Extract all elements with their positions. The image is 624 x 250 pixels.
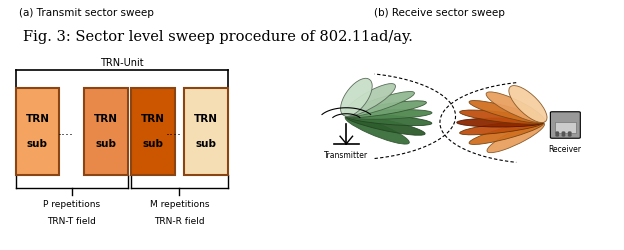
Text: P repetitions: P repetitions (43, 200, 100, 209)
Ellipse shape (346, 101, 426, 117)
Circle shape (562, 132, 565, 133)
Ellipse shape (346, 115, 425, 135)
Text: (a) Transmit sector sweep: (a) Transmit sector sweep (19, 8, 154, 18)
Text: Receiver: Receiver (548, 145, 581, 154)
Circle shape (556, 132, 558, 133)
Ellipse shape (346, 110, 432, 119)
Ellipse shape (345, 116, 409, 144)
Text: TRN: TRN (26, 114, 49, 124)
Ellipse shape (486, 92, 545, 123)
Text: sub: sub (27, 139, 48, 149)
Ellipse shape (346, 114, 432, 126)
Ellipse shape (487, 122, 545, 153)
Text: TRN: TRN (94, 114, 118, 124)
Ellipse shape (457, 118, 543, 127)
Text: (b) Receive sector sweep: (b) Receive sector sweep (374, 8, 505, 18)
Ellipse shape (460, 110, 543, 124)
Text: TRN-T field: TRN-T field (47, 218, 96, 226)
Text: TRN: TRN (141, 114, 165, 124)
Circle shape (556, 135, 558, 136)
Text: TRN-R field: TRN-R field (154, 218, 205, 226)
Text: sub: sub (95, 139, 117, 149)
Text: sub: sub (195, 139, 217, 149)
FancyBboxPatch shape (184, 88, 228, 175)
Text: ....: .... (165, 125, 182, 138)
Ellipse shape (341, 78, 372, 116)
FancyBboxPatch shape (555, 122, 576, 133)
Text: M repetitions: M repetitions (150, 200, 209, 209)
Circle shape (568, 135, 571, 136)
Ellipse shape (346, 92, 414, 117)
Ellipse shape (460, 121, 543, 135)
Text: Fig. 3: Sector level sweep procedure of 802.11ad/ay.: Fig. 3: Sector level sweep procedure of … (24, 30, 413, 44)
Text: TRN-Unit: TRN-Unit (100, 58, 144, 68)
Text: ....: .... (57, 125, 74, 138)
Text: sub: sub (142, 139, 163, 149)
Ellipse shape (344, 84, 396, 116)
Circle shape (568, 132, 571, 133)
Ellipse shape (469, 100, 544, 123)
Text: Transmitter: Transmitter (324, 151, 368, 160)
Ellipse shape (509, 86, 547, 122)
Ellipse shape (469, 122, 544, 144)
FancyBboxPatch shape (84, 88, 128, 175)
FancyBboxPatch shape (131, 88, 175, 175)
Text: TRN: TRN (194, 114, 218, 124)
FancyBboxPatch shape (550, 112, 580, 138)
FancyBboxPatch shape (16, 88, 59, 175)
Circle shape (562, 135, 565, 136)
